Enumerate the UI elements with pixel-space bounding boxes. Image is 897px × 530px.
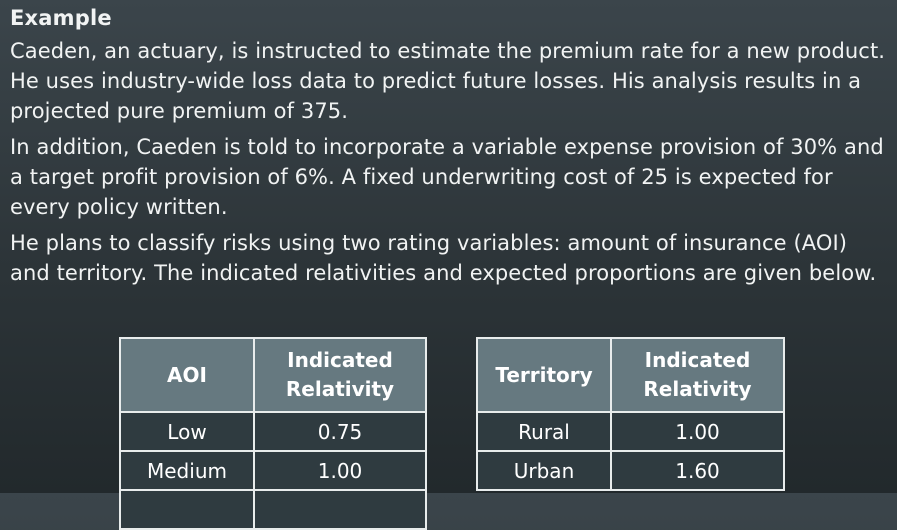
table-row: Rural 1.00: [476, 411, 785, 452]
table-row-partial: [119, 489, 427, 530]
relativity-cell: 0.75: [253, 411, 427, 452]
indicated-relativity-header: Indicated Relativity: [253, 337, 427, 413]
territory-relativity-table: Territory Indicated Relativity Rural 1.0…: [476, 337, 785, 491]
territory-level-cell: Urban: [476, 450, 612, 491]
relativity-cell-empty: [253, 489, 427, 530]
header-line-1: Indicated: [644, 348, 751, 372]
table-row: Medium 1.00: [119, 450, 427, 491]
paragraph-expense-provisions: In addition, Caeden is told to incorpora…: [10, 135, 884, 219]
header-line-2: Relativity: [643, 377, 752, 401]
aoi-level-cell-empty: [119, 489, 255, 530]
paragraph-rating-variables: He plans to classify risks using two rat…: [10, 231, 877, 285]
header-line-1: Indicated: [287, 348, 393, 372]
aoi-relativity-table: AOI Indicated Relativity Low 0.75 Medium…: [119, 337, 427, 530]
relativity-cell: 1.00: [253, 450, 427, 491]
indicated-relativity-header: Indicated Relativity: [610, 337, 785, 413]
header-line-2: Relativity: [285, 377, 395, 401]
territory-header: Territory: [476, 337, 612, 413]
aoi-header: AOI: [119, 337, 255, 413]
aoi-level-cell: Low: [119, 411, 255, 452]
aoi-level-cell: Medium: [119, 450, 255, 491]
example-heading: Example: [10, 6, 112, 30]
relativity-cell: 1.60: [610, 450, 785, 491]
table-row: Low 0.75: [119, 411, 427, 452]
table-header-row: Territory Indicated Relativity: [476, 337, 785, 413]
paragraph-projected-pure-premium: Caeden, an actuary, is instructed to est…: [10, 39, 886, 123]
table-row: Urban 1.60: [476, 450, 785, 491]
relativity-cell: 1.00: [610, 411, 785, 452]
table-header-row: AOI Indicated Relativity: [119, 337, 427, 413]
territory-level-cell: Rural: [476, 411, 612, 452]
